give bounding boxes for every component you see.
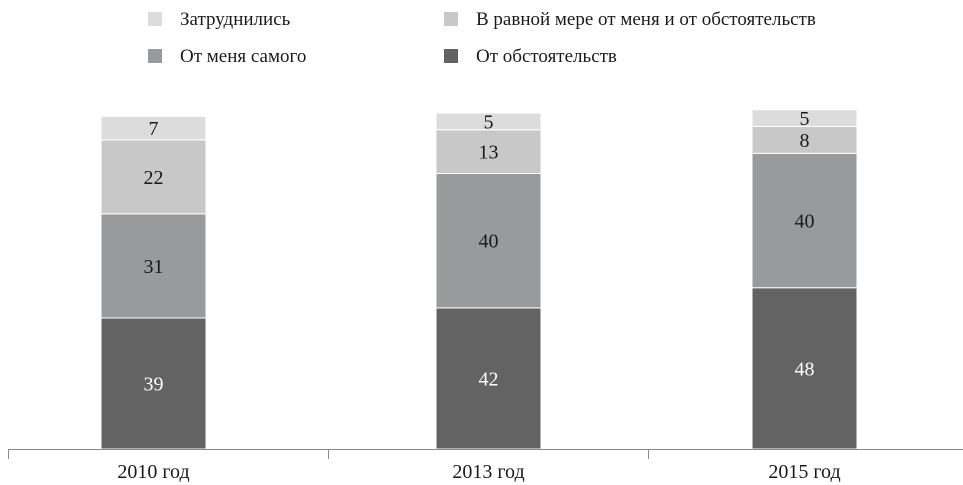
data-label-myself-1: 31 xyxy=(144,256,164,278)
data-label-difficult-3: 5 xyxy=(800,108,810,130)
bar-segment-difficult-3 xyxy=(751,109,858,127)
legend: Затруднились В равной мере от меня и от о… xyxy=(148,9,816,67)
legend-label-equal-measure: В равной мере от меня и от обстоятельств xyxy=(476,9,816,30)
data-label-circumstances-3: 48 xyxy=(795,358,815,380)
legend-swatch-myself xyxy=(148,49,162,63)
data-label-equal-measure-2: 13 xyxy=(479,142,499,164)
legend-label-difficult: Затруднились xyxy=(180,9,291,30)
bar-segment-myself-3 xyxy=(751,152,858,289)
bar-segment-difficult-1 xyxy=(100,115,207,141)
legend-label-myself: От меня самого xyxy=(180,46,306,67)
legend-swatch-equal-measure xyxy=(444,12,458,26)
x-tick-label-2: 2013 год xyxy=(452,461,524,483)
legend-swatch-difficult xyxy=(148,12,162,26)
x-tick-label-1: 2010 год xyxy=(117,461,189,483)
bar-segment-circumstances-2 xyxy=(435,307,542,450)
bar-segment-circumstances-3 xyxy=(751,287,858,450)
x-axis: 2010 год 2013 год 2015 год xyxy=(8,449,963,483)
bar-segment-myself-1 xyxy=(100,213,207,319)
legend-swatch-circumstances xyxy=(444,49,458,63)
data-label-myself-3: 40 xyxy=(795,211,815,233)
bar-segment-myself-2 xyxy=(435,172,542,309)
data-label-circumstances-2: 42 xyxy=(479,368,499,390)
x-tick-label-3: 2015 год xyxy=(768,461,840,483)
data-label-equal-measure-3: 8 xyxy=(800,130,810,152)
legend-label-circumstances: От обстоятельств xyxy=(476,46,617,67)
bar-segment-equal-measure-2 xyxy=(435,129,542,174)
bar-segment-circumstances-1 xyxy=(100,317,207,450)
data-label-difficult-1: 7 xyxy=(149,118,159,140)
data-label-circumstances-1: 39 xyxy=(144,373,164,395)
data-label-myself-2: 40 xyxy=(479,231,499,253)
data-label-equal-measure-1: 22 xyxy=(144,167,164,189)
data-label-difficult-2: 5 xyxy=(484,111,494,133)
bar-segment-difficult-2 xyxy=(435,112,542,131)
